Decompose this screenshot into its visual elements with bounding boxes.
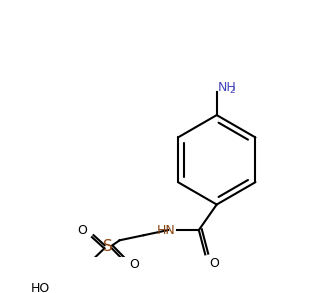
Text: O: O <box>77 224 87 236</box>
Text: HO: HO <box>30 282 50 293</box>
Text: 2: 2 <box>229 86 235 95</box>
Text: NH: NH <box>218 81 237 94</box>
Text: O: O <box>209 257 219 270</box>
Text: O: O <box>129 258 139 271</box>
Text: S: S <box>103 239 113 254</box>
Text: HN: HN <box>157 224 176 236</box>
